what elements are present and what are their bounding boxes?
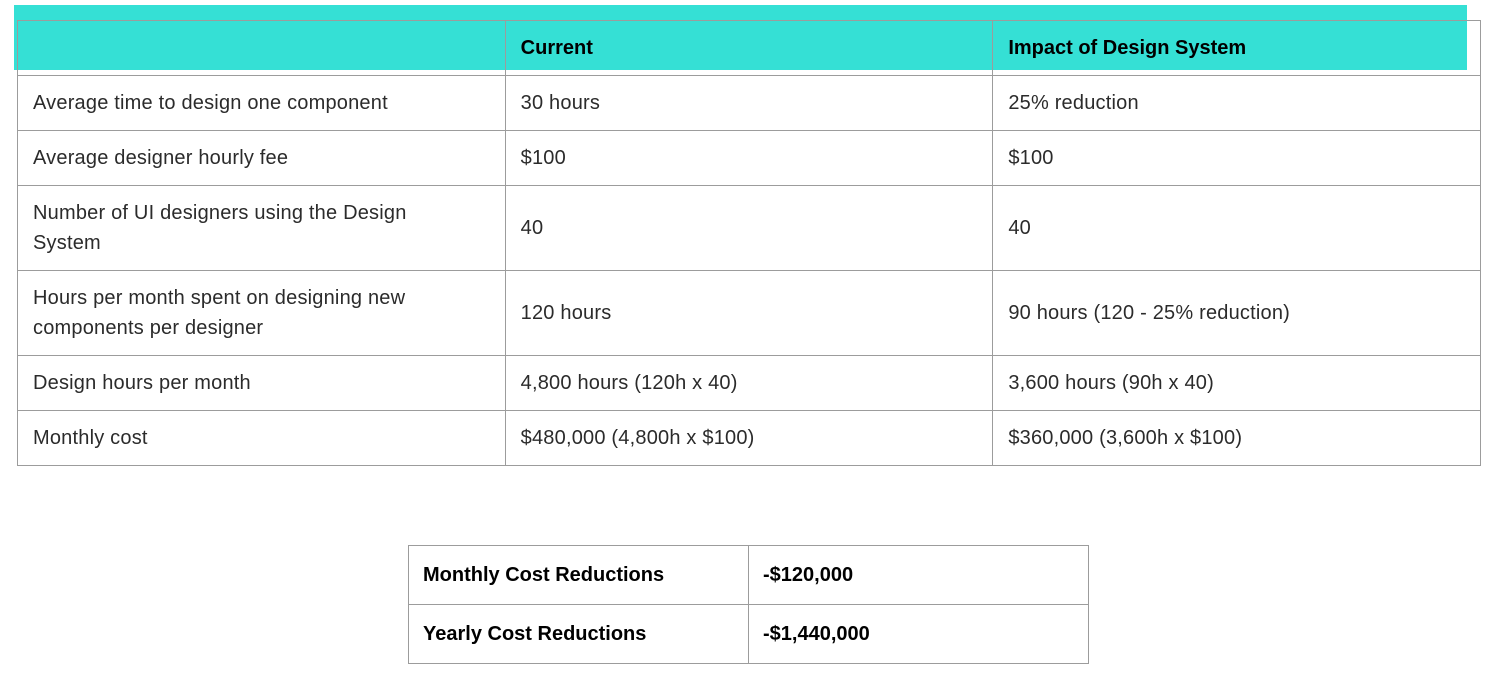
summary-value-cell: -$120,000 — [748, 545, 1089, 605]
impact-value-cell: $360,000 (3,600h x $100) — [992, 410, 1481, 466]
row-label-cell: Hours per month spent on designing new c… — [17, 270, 506, 356]
cost-reductions-summary-body: Monthly Cost Reductions -$120,000 Yearly… — [408, 545, 1089, 664]
impact-value-cell: 90 hours (120 - 25% reduction) — [992, 270, 1481, 356]
table-row: Number of UI designers using the Design … — [17, 185, 1481, 271]
current-value-cell: 30 hours — [504, 75, 994, 131]
current-value-cell: $100 — [504, 130, 994, 186]
header-cell-impact: Impact of Design System — [992, 20, 1481, 76]
impact-value-cell: $100 — [992, 130, 1481, 186]
table-row: Average designer hourly fee $100 $100 — [17, 130, 1481, 186]
table-row: Design hours per month 4,800 hours (120h… — [17, 355, 1481, 411]
header-row: Current Impact of Design System — [17, 20, 1481, 76]
impact-value-cell: 25% reduction — [992, 75, 1481, 131]
row-label-cell: Number of UI designers using the Design … — [17, 185, 506, 271]
row-label-cell: Monthly cost — [17, 410, 506, 466]
summary-value-cell: -$1,440,000 — [748, 604, 1089, 664]
current-value-cell: 120 hours — [504, 270, 994, 356]
impact-value-cell: 40 — [992, 185, 1481, 271]
current-value-cell: 4,800 hours (120h x 40) — [504, 355, 994, 411]
row-label-cell: Average designer hourly fee — [17, 130, 506, 186]
table-row: Average time to design one component 30 … — [17, 75, 1481, 131]
summary-label-cell: Monthly Cost Reductions — [408, 545, 749, 605]
header-cell-empty — [17, 20, 506, 76]
cost-comparison-table-header: Current Impact of Design System — [17, 20, 1481, 76]
impact-value-cell: 3,600 hours (90h x 40) — [992, 355, 1481, 411]
summary-row: Yearly Cost Reductions -$1,440,000 — [408, 604, 1089, 664]
summary-row: Monthly Cost Reductions -$120,000 — [408, 545, 1089, 605]
current-value-cell: $480,000 (4,800h x $100) — [504, 410, 994, 466]
cost-comparison-table: Current Impact of Design System Average … — [17, 20, 1481, 466]
current-value-cell: 40 — [504, 185, 994, 271]
table-row: Monthly cost $480,000 (4,800h x $100) $3… — [17, 410, 1481, 466]
summary-label-cell: Yearly Cost Reductions — [408, 604, 749, 664]
cost-comparison-table-body: Average time to design one component 30 … — [17, 75, 1481, 466]
row-label-cell: Design hours per month — [17, 355, 506, 411]
header-cell-current: Current — [504, 20, 994, 76]
cost-reductions-summary-table: Monthly Cost Reductions -$120,000 Yearly… — [408, 545, 1089, 664]
table-row: Hours per month spent on designing new c… — [17, 270, 1481, 356]
row-label-cell: Average time to design one component — [17, 75, 506, 131]
